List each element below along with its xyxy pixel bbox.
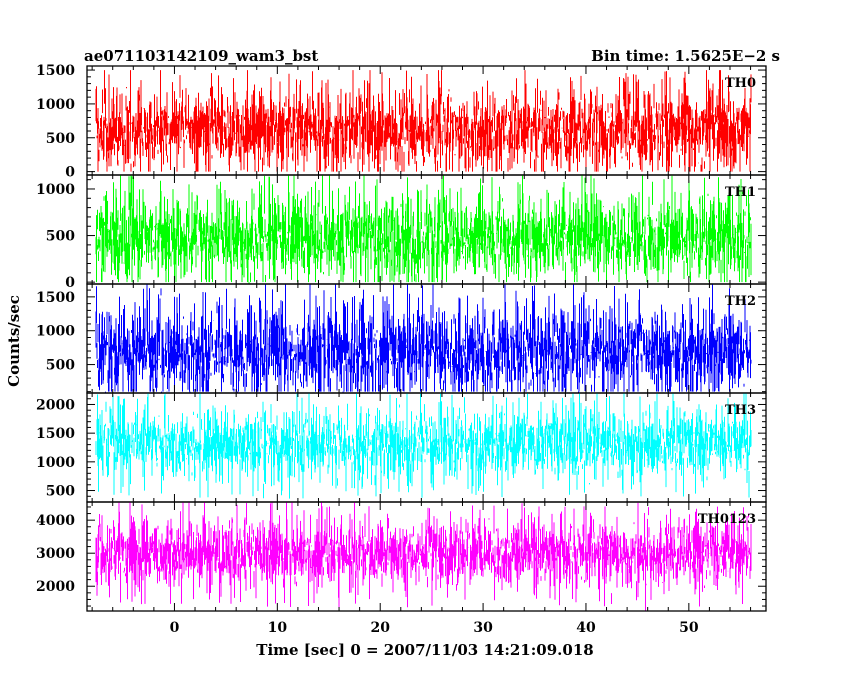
y-tick-label: 3000: [36, 546, 75, 562]
y-tick-label: 1000: [36, 324, 75, 340]
y-tick-label: 2000: [36, 397, 75, 413]
y-tick-label: 4000: [36, 513, 75, 529]
x-tick-label: 40: [576, 620, 596, 636]
y-tick-label: 1500: [36, 290, 75, 306]
panel-label: TH3: [725, 403, 756, 418]
y-tick-label: 0: [65, 275, 75, 291]
panel-label: TH2: [725, 294, 756, 309]
bin-time-label: Bin time: 1.5625E−2 s: [591, 47, 780, 65]
y-tick-label: 1000: [36, 182, 75, 198]
y-tick-label: 1000: [36, 97, 75, 113]
series-th2: [95, 284, 752, 393]
panel-th1: 0 500 1000 TH1: [36, 174, 767, 291]
y-axis-label: Counts/sec: [5, 295, 23, 387]
y-tick-label: 1500: [36, 426, 75, 442]
x-tick-label: 30: [473, 620, 493, 636]
y-tick-label: 500: [46, 484, 75, 500]
panel-th0: 0 500 1000 1500 TH0: [36, 63, 767, 181]
x-tick-label: 10: [268, 620, 288, 636]
y-tick-label: 500: [46, 229, 75, 245]
series-th0123: [95, 502, 752, 611]
chart-title: ae071103142109_wam3_bst: [84, 47, 318, 65]
series-th0: [95, 70, 752, 172]
x-axis-label: Time [sec] 0 = 2007/11/03 14:21:09.018: [256, 641, 593, 659]
panel-th0123: 2000 3000 4000 TH0123: [36, 501, 767, 612]
panel-th2: 500 1000 1500 TH2: [36, 283, 767, 394]
x-tick-label: 0: [170, 620, 180, 636]
x-tick-label: 50: [679, 620, 699, 636]
panel-label: TH1: [725, 185, 756, 200]
series-th1: [95, 175, 752, 284]
panel-label: TH0123: [698, 512, 756, 527]
panel-label: TH0: [725, 76, 756, 91]
y-tick-label: 500: [46, 358, 75, 374]
y-tick-label: 2000: [36, 579, 75, 595]
y-tick-label: 500: [46, 131, 75, 147]
series-th3: [95, 393, 752, 499]
panel-th3: 500 1000 1500 2000 TH3: [36, 392, 767, 503]
panel-frame: [86, 501, 767, 612]
x-tick-label: 20: [370, 620, 390, 636]
y-tick-label: 1500: [36, 63, 75, 79]
y-tick-label: 0: [65, 165, 75, 181]
y-tick-label: 1000: [36, 455, 75, 471]
